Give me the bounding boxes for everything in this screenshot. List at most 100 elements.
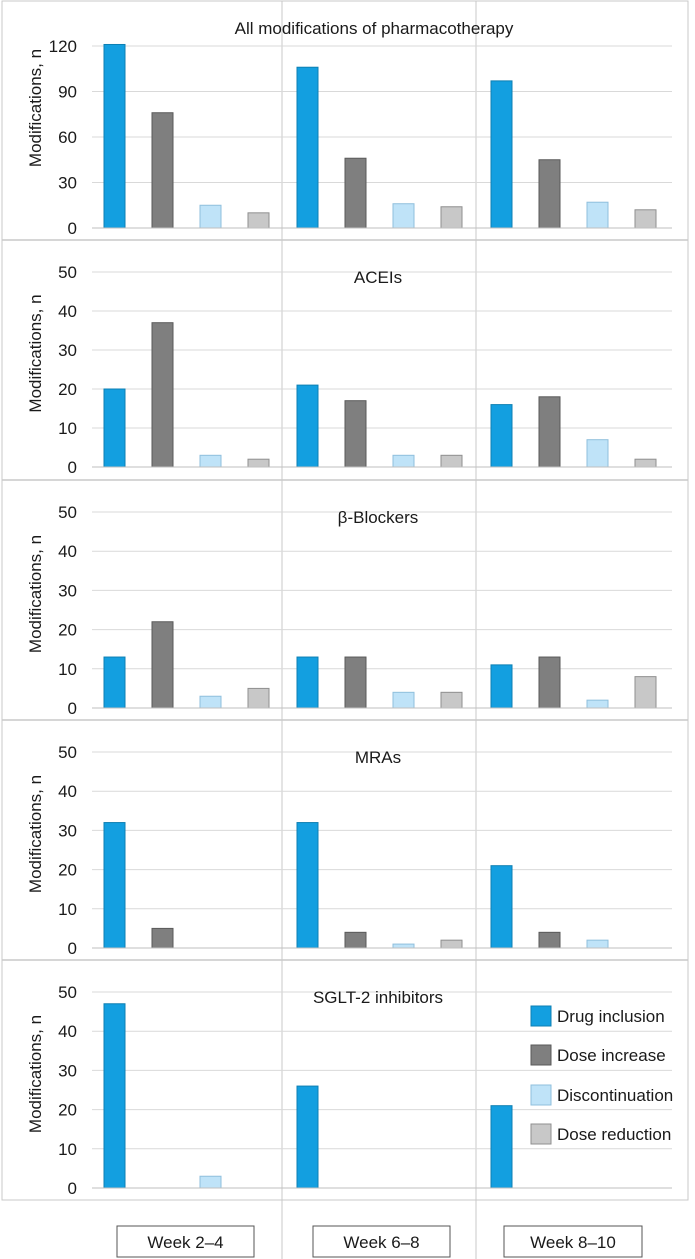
legend-swatch <box>530 1084 552 1106</box>
chart-panel-5: 0 10 20 30 40 50 Modifications, n SGLT-2 inhibi… <box>26 983 672 1198</box>
bar-dose-reduction <box>440 939 463 949</box>
y-tick-label: 10 <box>58 419 77 438</box>
group-label-box: Week 6–8 <box>312 1225 451 1258</box>
x-category-label: Week 6–8 <box>343 1233 419 1252</box>
bar-dose-increase <box>344 400 367 468</box>
bar-dose-reduction <box>440 691 463 709</box>
group-label-frame <box>116 1225 255 1258</box>
y-axis-label: Modifications, n <box>26 294 45 412</box>
bar-discontinuation <box>586 201 609 229</box>
bar-dose-increase <box>538 396 561 468</box>
bar-drug-inclusion <box>296 384 319 468</box>
bar-drug-inclusion <box>296 822 319 949</box>
x-category-label: Week 2–4 <box>147 1233 223 1252</box>
chart-title: ACEIs <box>354 268 402 287</box>
y-tick-label: 20 <box>58 1101 77 1120</box>
bar-dose-reduction <box>247 687 270 709</box>
group-label-frame <box>312 1225 451 1258</box>
y-tick-label: 30 <box>58 174 77 193</box>
y-tick-label: 30 <box>58 581 77 600</box>
figure-frame <box>1 0 689 1201</box>
chart-panel-2: 0 10 20 30 40 50 Modifications, n ACEIs <box>26 263 672 477</box>
bar-dose-increase <box>151 927 174 949</box>
y-tick-label: 30 <box>58 821 77 840</box>
bar-drug-inclusion <box>103 388 126 468</box>
bar-dose-reduction <box>634 209 657 229</box>
bar-dose-increase <box>151 112 174 229</box>
bar-dose-reduction <box>247 458 270 468</box>
y-tick-label: 50 <box>58 743 77 762</box>
y-tick-label: 40 <box>58 1022 77 1041</box>
bar-dose-increase <box>538 656 561 709</box>
y-tick-label: 20 <box>58 621 77 640</box>
legend-label: Dose increase <box>557 1046 666 1065</box>
legend-label: Drug inclusion <box>557 1007 665 1026</box>
bar-dose-reduction <box>634 458 657 468</box>
legend-swatch <box>530 1044 552 1066</box>
bar-discontinuation <box>392 454 415 468</box>
bar-discontinuation <box>586 439 609 468</box>
y-tick-label: 50 <box>58 983 77 1002</box>
y-tick-label: 20 <box>58 380 77 399</box>
bar-discontinuation <box>392 691 415 709</box>
y-tick-label: 40 <box>58 542 77 561</box>
y-axis-label: Modifications, n <box>26 775 45 893</box>
legend-swatch <box>530 1005 552 1027</box>
bar-drug-inclusion <box>296 66 319 229</box>
bar-drug-inclusion <box>490 664 513 709</box>
bar-discontinuation <box>392 943 415 949</box>
y-tick-label: 10 <box>58 900 77 919</box>
bar-discontinuation <box>199 204 222 229</box>
y-tick-label: 0 <box>68 699 77 718</box>
y-tick-label: 10 <box>58 660 77 679</box>
chart-title: All modifications of pharmacotherapy <box>235 19 514 38</box>
y-tick-label: 0 <box>68 1179 77 1198</box>
group-label-box: Week 2–4 <box>116 1225 255 1258</box>
y-tick-label: 0 <box>68 458 77 477</box>
y-tick-label: 30 <box>58 341 77 360</box>
bar-drug-inclusion <box>103 822 126 949</box>
legend-label: Dose reduction <box>557 1125 671 1144</box>
bar-discontinuation <box>199 1175 222 1189</box>
chart-title: SGLT-2 inhibitors <box>313 988 443 1007</box>
chart-panel-4: 0 10 20 30 40 50 Modifications, n MRAs <box>26 743 672 958</box>
bar-discontinuation <box>199 695 222 709</box>
bar-dose-increase <box>151 621 174 709</box>
bar-dose-increase <box>344 157 367 229</box>
y-tick-label: 20 <box>58 861 77 880</box>
group-label-box: Week 8–10 <box>503 1225 643 1258</box>
bar-drug-inclusion <box>490 80 513 229</box>
bar-dose-increase <box>538 931 561 949</box>
y-axis-label: Modifications, n <box>26 535 45 653</box>
bar-drug-inclusion <box>103 656 126 709</box>
group-label-frame <box>503 1225 643 1258</box>
bar-drug-inclusion <box>103 43 126 229</box>
y-tick-label: 50 <box>58 503 77 522</box>
bar-dose-increase <box>538 159 561 229</box>
legend: Drug inclusion Dose increase Discontinuati… <box>530 1005 673 1145</box>
bar-drug-inclusion <box>296 656 319 709</box>
chart-panel-3: 0 10 20 30 40 50 Modifications, n β-Blockers <box>26 503 672 718</box>
bar-dose-reduction <box>440 206 463 229</box>
bar-discontinuation <box>199 454 222 468</box>
bar-dose-reduction <box>634 676 657 709</box>
y-tick-label: 50 <box>58 263 77 282</box>
bar-discontinuation <box>586 699 609 709</box>
y-tick-label: 40 <box>58 302 77 321</box>
bar-dose-increase <box>344 656 367 709</box>
bar-drug-inclusion <box>296 1085 319 1189</box>
y-tick-label: 0 <box>68 939 77 958</box>
bar-drug-inclusion <box>103 1003 126 1189</box>
y-tick-label: 30 <box>58 1061 77 1080</box>
bar-dose-reduction <box>247 212 270 229</box>
bar-dose-increase <box>151 322 174 468</box>
chart-title: β-Blockers <box>338 508 419 527</box>
bar-dose-increase <box>344 931 367 949</box>
bar-drug-inclusion <box>490 404 513 468</box>
legend-swatch <box>530 1123 552 1145</box>
bar-drug-inclusion <box>490 1105 513 1189</box>
legend-label: Discontinuation <box>557 1086 673 1105</box>
bar-discontinuation <box>392 203 415 229</box>
